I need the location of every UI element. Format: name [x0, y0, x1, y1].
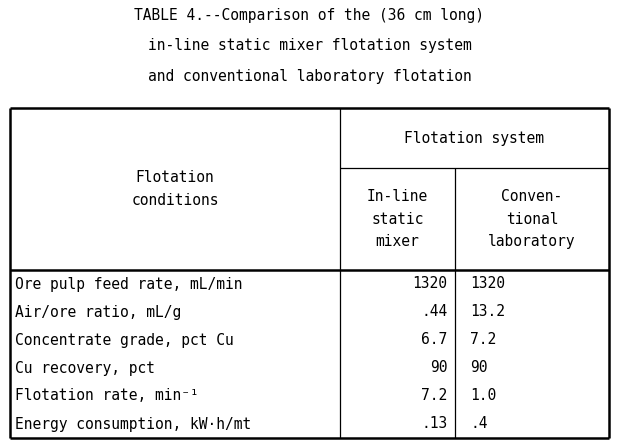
Text: TABLE 4.--Comparison of the (36 cm long): TABLE 4.--Comparison of the (36 cm long)	[134, 8, 485, 23]
Text: Cu recovery, pct: Cu recovery, pct	[15, 360, 155, 376]
Text: .4: .4	[470, 417, 488, 431]
Text: and conventional laboratory flotation: and conventional laboratory flotation	[147, 69, 472, 84]
Text: Conven-
tional
laboratory: Conven- tional laboratory	[488, 189, 576, 249]
Text: Flotation system: Flotation system	[404, 131, 545, 145]
Text: Energy consumption, kW·h/mt: Energy consumption, kW·h/mt	[15, 417, 251, 431]
Text: 13.2: 13.2	[470, 305, 506, 319]
Text: in-line static mixer flotation system: in-line static mixer flotation system	[147, 38, 472, 54]
Text: 1.0: 1.0	[470, 388, 496, 404]
Text: 1320: 1320	[470, 277, 506, 292]
Text: Ore pulp feed rate, mL/min: Ore pulp feed rate, mL/min	[15, 277, 243, 292]
Text: 1320: 1320	[413, 277, 448, 292]
Text: 7.2: 7.2	[470, 333, 496, 347]
Text: 7.2: 7.2	[422, 388, 448, 404]
Text: In-line
static
mixer: In-line static mixer	[367, 189, 428, 249]
Text: .13: .13	[422, 417, 448, 431]
Text: 90: 90	[470, 360, 488, 376]
Text: Air/ore ratio, mL/g: Air/ore ratio, mL/g	[15, 305, 181, 319]
Text: Concentrate grade, pct Cu: Concentrate grade, pct Cu	[15, 333, 234, 347]
Text: 90: 90	[430, 360, 448, 376]
Text: Flotation
conditions: Flotation conditions	[131, 170, 219, 207]
Text: 6.7: 6.7	[422, 333, 448, 347]
Text: Flotation rate, min⁻¹: Flotation rate, min⁻¹	[15, 388, 199, 404]
Text: .44: .44	[422, 305, 448, 319]
